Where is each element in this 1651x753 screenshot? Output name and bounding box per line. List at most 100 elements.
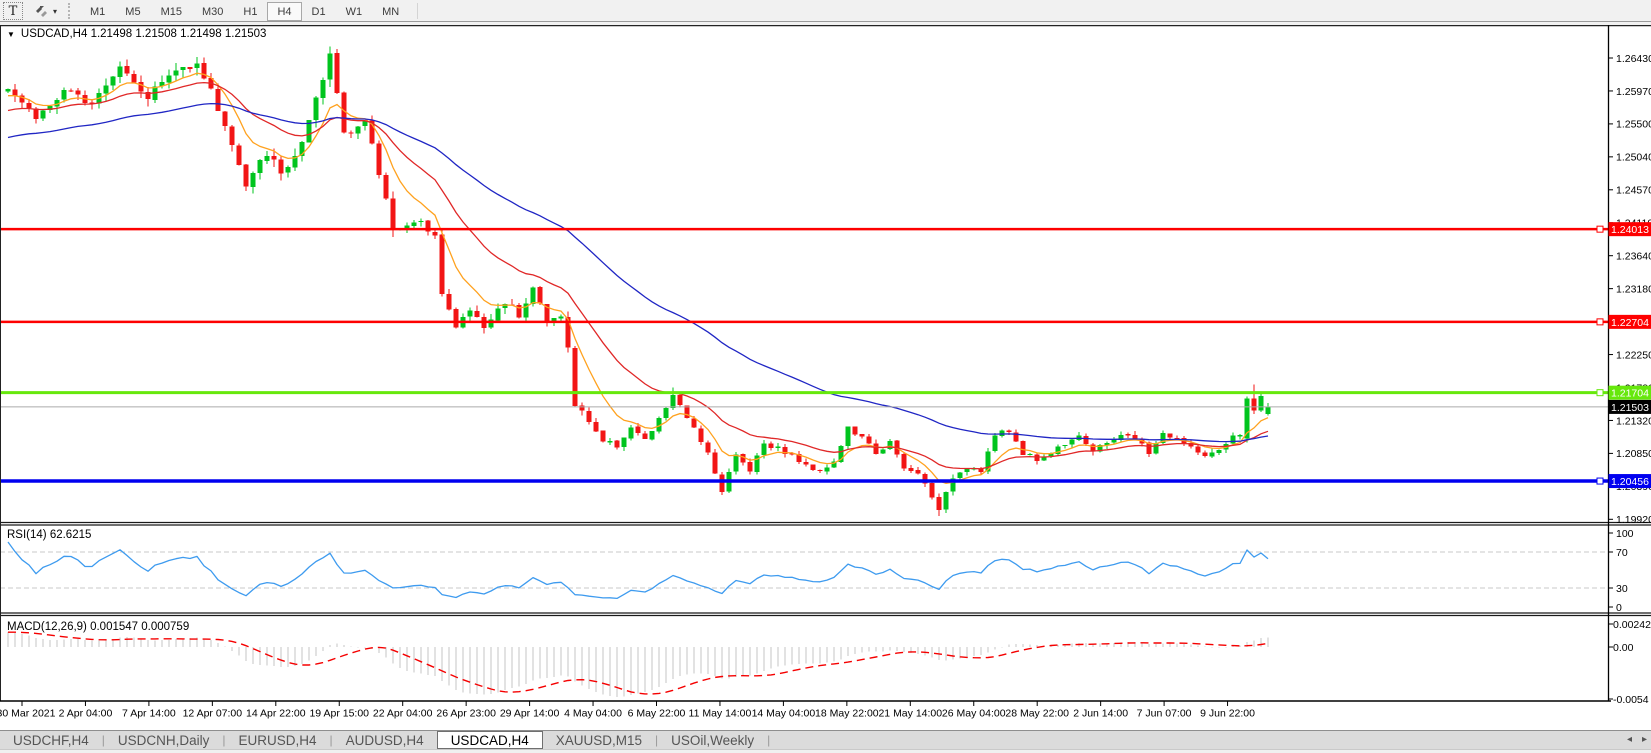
svg-text:9 Jun 22:00: 9 Jun 22:00 — [1200, 708, 1255, 720]
axis-price-label-1.24013: 1.24013 — [1608, 222, 1651, 237]
svg-text:19 Apr 15:00: 19 Apr 15:00 — [309, 708, 369, 720]
time-axis-labels: 30 Mar 2021 2 Apr 04:00 7 Apr 14:00 12 Apr … — [0, 701, 1255, 720]
timeframe-button-m5[interactable]: M5 — [125, 5, 141, 18]
svg-text:1.20850: 1.20850 — [1616, 448, 1651, 460]
macd-axis-labels: 0.002429 0.00 -0.0054 — [1608, 619, 1651, 706]
svg-text:14 May 04:00: 14 May 04:00 — [752, 708, 816, 720]
svg-text:1.21503: 1.21503 — [1611, 402, 1649, 414]
svg-text:-0.0054: -0.0054 — [1613, 694, 1649, 706]
chart-tab-usdchf[interactable]: USDCHF,H4 — [13, 732, 89, 748]
svg-text:26 May 04:00: 26 May 04:00 — [942, 708, 1006, 720]
svg-text:0.002429: 0.002429 — [1613, 619, 1651, 631]
tab-separator: | — [654, 733, 659, 747]
svg-text:7 Jun 07:00: 7 Jun 07:00 — [1137, 708, 1192, 720]
rsi-pane[interactable] — [0, 541, 1608, 600]
svg-text:1.25500: 1.25500 — [1616, 119, 1651, 131]
svg-text:1.26430: 1.26430 — [1616, 53, 1651, 65]
timeframe-button-m15[interactable]: M15 — [160, 5, 182, 18]
tab-scroll-right-icon[interactable]: ▸ — [1641, 733, 1647, 745]
toolbar-divider — [417, 3, 419, 19]
tab-separator: | — [222, 733, 226, 747]
svg-text:21 May 14:00: 21 May 14:00 — [878, 708, 942, 720]
timeframe-button-m1[interactable]: M1 — [90, 5, 106, 18]
tab-separator: | — [767, 733, 771, 747]
line-handle[interactable] — [1596, 389, 1604, 397]
timeframe-button-h4[interactable]: H4 — [267, 1, 302, 21]
chart-symbol-header: ▼ USDCAD,H4 1.21498 1.21508 1.21498 1.21… — [7, 28, 266, 40]
svg-text:30 Mar 2021: 30 Mar 2021 — [0, 708, 56, 720]
arrows-icon — [36, 6, 47, 17]
svg-text:0.00: 0.00 — [1613, 642, 1634, 654]
tab-scroll-left-icon[interactable]: ◂ — [1626, 733, 1632, 745]
macd-indicator-label: MACD(12,26,9) 0.001547 0.000759 — [7, 621, 190, 633]
candles-layer — [5, 46, 1271, 517]
svg-text:1.22250: 1.22250 — [1616, 349, 1651, 361]
rsi-indicator-label: RSI(14) 62.6215 — [7, 529, 92, 541]
timeframe-button-w1[interactable]: W1 — [345, 5, 363, 18]
text-tool-button[interactable]: T — [3, 2, 23, 20]
svg-text:1.24013: 1.24013 — [1611, 224, 1649, 236]
svg-text:22 Apr 04:00: 22 Apr 04:00 — [373, 708, 433, 720]
chart-tab-bar: USDCHF,H4 | USDCNH,Daily | EURUSD,H4 | AUDUSD,… — [0, 730, 1651, 749]
svg-text:70: 70 — [1616, 547, 1628, 559]
line-handle[interactable] — [1596, 477, 1604, 485]
svg-text:14 Apr 22:00: 14 Apr 22:00 — [246, 708, 306, 720]
symbol-ohlc-text: USDCAD,H4 1.21498 1.21508 1.21498 1.2150… — [20, 28, 267, 40]
macd-signal-line — [8, 631, 1269, 695]
mdi-background — [0, 723, 1651, 730]
tab-scroll-controls: ◂ ▸ — [1627, 730, 1647, 748]
line-handle[interactable] — [1596, 225, 1604, 233]
svg-text:1.25040: 1.25040 — [1616, 152, 1651, 164]
chart-tab-usoil[interactable]: USOil,Weekly — [671, 732, 755, 748]
chart-tab-audusd[interactable]: AUDUSD,H4 — [345, 732, 424, 748]
chart-canvas[interactable]: 1.264301.259701.255001.250401.245701.241… — [0, 25, 1651, 723]
rsi-line — [7, 541, 1269, 600]
arrows-tool-button[interactable]: ▾ — [29, 2, 60, 20]
chart-tab-eurusd[interactable]: EURUSD,H4 — [238, 732, 317, 748]
svg-text:1.23640: 1.23640 — [1616, 251, 1651, 263]
svg-text:7 Apr 14:00: 7 Apr 14:00 — [122, 708, 176, 720]
toolbar-separator — [68, 3, 74, 19]
collapse-indicator-icon[interactable]: ▼ — [7, 29, 15, 39]
svg-text:18 May 22:00: 18 May 22:00 — [815, 708, 879, 720]
svg-text:11 May 14:00: 11 May 14:00 — [689, 708, 752, 720]
svg-text:2 Jun 14:00: 2 Jun 14:00 — [1073, 708, 1128, 720]
price-axis-labels: 1.264301.259701.255001.250401.245701.241… — [1608, 53, 1651, 526]
svg-text:4 May 04:00: 4 May 04:00 — [564, 708, 622, 720]
tab-separator: | — [329, 733, 333, 747]
svg-text:100: 100 — [1616, 528, 1634, 540]
line-handle[interactable] — [1596, 318, 1604, 326]
timeframe-button-d1[interactable]: D1 — [311, 5, 326, 18]
svg-text:28 May 22:00: 28 May 22:00 — [1005, 708, 1069, 720]
moving-average-medium[interactable] — [7, 81, 1269, 470]
dropdown-caret-icon: ▾ — [53, 6, 58, 16]
moving-average-fast[interactable] — [8, 72, 1269, 484]
moving-average-slow[interactable] — [7, 102, 1269, 443]
rsi-axis-labels: 100 70 30 0 — [1608, 528, 1634, 614]
svg-text:12 Apr 07:00: 12 Apr 07:00 — [183, 708, 243, 720]
svg-text:0: 0 — [1616, 602, 1622, 614]
axis-price-label-1.20456: 1.20456 — [1608, 474, 1651, 489]
timeframe-toolbar: M1 M5 M15 M30 H1 H4 D1 W1 MN — [80, 1, 409, 21]
svg-text:29 Apr 14:00: 29 Apr 14:00 — [500, 708, 560, 720]
timeframe-button-mn[interactable]: MN — [382, 5, 400, 18]
macd-histogram — [7, 632, 1269, 697]
timeframe-button-m30[interactable]: M30 — [201, 5, 224, 18]
svg-text:1.24570: 1.24570 — [1616, 185, 1651, 197]
svg-text:1.22704: 1.22704 — [1611, 317, 1649, 329]
svg-text:26 Apr 23:00: 26 Apr 23:00 — [436, 708, 496, 720]
axis-price-label-1.21704: 1.21704 — [1608, 385, 1651, 400]
status-strip — [0, 749, 1651, 753]
chart-tab-xauusd[interactable]: XAUUSD,M15 — [555, 732, 642, 748]
svg-text:1.21704: 1.21704 — [1611, 388, 1649, 400]
macd-pane[interactable] — [7, 631, 1269, 697]
chart-tab-usdcnh[interactable]: USDCNH,Daily — [117, 732, 210, 748]
tab-separator: | — [101, 733, 105, 747]
price-pane[interactable] — [0, 46, 1608, 517]
chart-tab-usdcad[interactable]: USDCAD,H4 — [436, 731, 543, 749]
svg-text:1.21320: 1.21320 — [1616, 415, 1651, 427]
axis-price-label-1.22704: 1.22704 — [1608, 314, 1651, 329]
timeframe-button-h1[interactable]: H1 — [243, 5, 258, 18]
svg-text:1.20456: 1.20456 — [1611, 476, 1649, 488]
svg-text:2 Apr 04:00: 2 Apr 04:00 — [59, 708, 113, 720]
